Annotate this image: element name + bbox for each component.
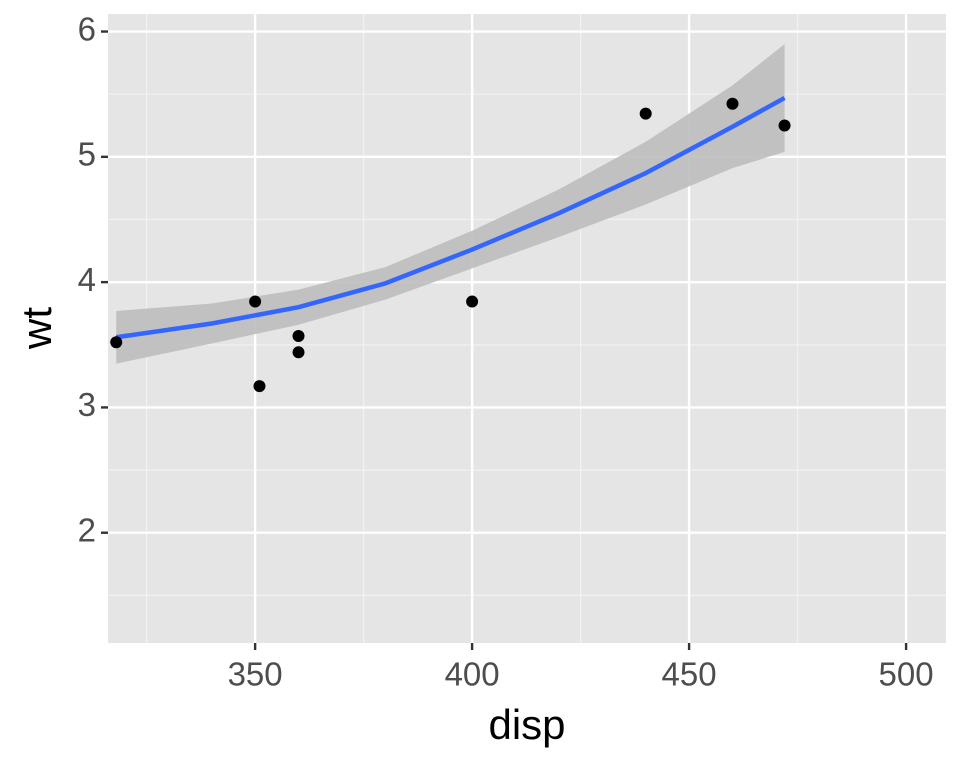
y-tick-label: 3	[78, 386, 96, 423]
point	[639, 107, 652, 120]
point	[726, 97, 739, 110]
point	[292, 346, 305, 359]
y-axis-title: wt	[13, 307, 60, 350]
smooth-line	[115, 95, 786, 340]
y-tick-label: 5	[78, 136, 96, 173]
confidence-band	[116, 44, 785, 364]
y-tick-label: 4	[78, 261, 96, 298]
x-tick-label: 450	[662, 656, 717, 693]
x-tick-label: 500	[879, 656, 934, 693]
x-tick-label: 400	[445, 656, 500, 693]
y-tick-label: 2	[78, 511, 96, 548]
point	[110, 336, 123, 349]
point	[292, 330, 305, 343]
point	[249, 295, 262, 308]
x-tick-label: 350	[228, 656, 283, 693]
point	[253, 380, 266, 393]
x-axis-title: disp	[488, 701, 565, 748]
y-tick-label: 6	[78, 10, 96, 47]
point	[778, 119, 791, 132]
point	[466, 295, 479, 308]
